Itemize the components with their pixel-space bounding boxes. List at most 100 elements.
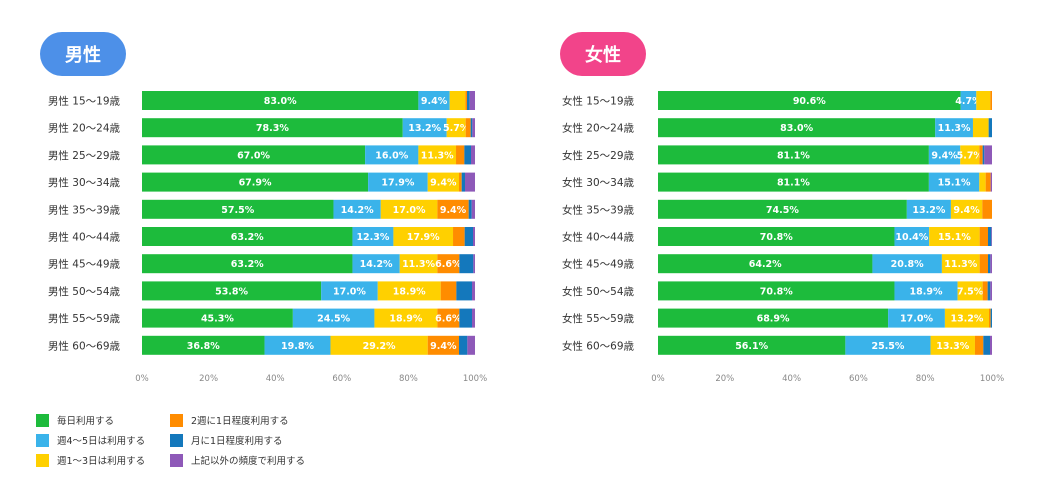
bar-segment xyxy=(368,172,428,192)
legend-swatch xyxy=(170,433,183,447)
x-tick-label: 40% xyxy=(782,374,801,384)
bar-segment xyxy=(459,172,462,192)
bar-segment xyxy=(658,118,936,138)
bar-segment xyxy=(988,118,992,138)
data-label: 63.2% xyxy=(231,259,264,270)
data-label: 20.8% xyxy=(891,259,924,270)
bar-segment xyxy=(459,254,474,274)
legend-label: 上記以外の頻度で利用する xyxy=(191,456,306,467)
data-label: 74.5% xyxy=(766,205,799,216)
data-label: 17.0% xyxy=(900,314,933,325)
bar-segment xyxy=(461,172,466,192)
data-label: 64.2% xyxy=(749,259,782,270)
bar-segment xyxy=(987,227,992,246)
bar-segment xyxy=(888,308,945,328)
category-label: 男性 25～29歳 xyxy=(48,149,121,162)
bar-segment xyxy=(352,254,400,274)
data-label: 5.7% xyxy=(443,123,470,134)
bar-segment xyxy=(985,172,991,192)
bar-segment xyxy=(929,227,980,246)
data-label: 81.1% xyxy=(777,150,810,161)
bar-segment xyxy=(142,91,419,110)
legend-label: 2週に1日程度利用する xyxy=(191,416,289,427)
bar-segment xyxy=(459,335,468,355)
bar-segment xyxy=(974,335,984,355)
data-label: 14.2% xyxy=(360,259,393,270)
data-label: 4.7% xyxy=(955,96,982,107)
bar-segment xyxy=(467,91,470,110)
bar-segment xyxy=(972,118,989,138)
bar-segment xyxy=(928,172,980,192)
data-label: 9.4% xyxy=(953,205,980,216)
x-tick-label: 60% xyxy=(849,374,868,384)
data-label: 25.5% xyxy=(871,341,904,352)
bar-segment xyxy=(982,281,988,301)
category-label: 男性 15～19歳 xyxy=(48,95,121,108)
legend-swatch xyxy=(36,433,49,447)
category-label: 男性 20～24歳 xyxy=(48,122,121,135)
bar-segment xyxy=(427,335,460,355)
data-label: 14.2% xyxy=(341,205,374,216)
category-label: 女性 25～29歳 xyxy=(562,149,635,162)
data-label: 83.0% xyxy=(780,123,813,134)
bar-segment xyxy=(979,227,988,246)
legend-swatch xyxy=(36,413,49,427)
category-label: 男性 30～34歳 xyxy=(48,176,121,189)
data-label: 6.6% xyxy=(435,314,462,325)
bar-segment xyxy=(976,91,991,110)
legend-swatch xyxy=(36,453,49,467)
bar-segment xyxy=(979,145,983,165)
data-label: 70.8% xyxy=(760,286,793,297)
category-label: 女性 35～39歳 xyxy=(562,203,635,216)
bar-segment xyxy=(374,308,438,328)
bar-segment xyxy=(950,199,983,219)
x-tick-label: 0% xyxy=(135,374,149,384)
bar-segment xyxy=(935,118,973,138)
data-label: 18.9% xyxy=(393,286,426,297)
bar-segment xyxy=(321,281,378,301)
bar-segment xyxy=(418,145,457,165)
bar-segment xyxy=(440,281,457,301)
legend-label: 毎日利用する xyxy=(57,416,115,427)
data-label: 53.8% xyxy=(215,286,248,297)
legend-label: 週1～3日は利用する xyxy=(57,456,146,467)
bar-segment xyxy=(352,227,394,246)
bar-segment xyxy=(658,281,895,301)
bar-segment xyxy=(467,335,475,355)
bar-segment xyxy=(402,118,447,138)
category-label: 女性 55～59歳 xyxy=(562,312,635,325)
bar-segment xyxy=(142,254,353,274)
data-label: 36.8% xyxy=(187,341,220,352)
bar-segment xyxy=(984,145,992,165)
bar-segment xyxy=(472,308,475,328)
bar-segment xyxy=(987,254,991,274)
data-label: 13.2% xyxy=(950,314,983,325)
bar-segment xyxy=(399,254,438,274)
legend-item-other: 上記以外の頻度で利用する xyxy=(170,453,305,467)
bar-segment xyxy=(472,281,475,301)
legend-item-1-3days: 週1～3日は利用する xyxy=(36,453,145,467)
bar-segment xyxy=(471,145,475,165)
bar-segment xyxy=(979,172,986,192)
bar-segment xyxy=(473,254,475,274)
bar-segment xyxy=(944,308,989,328)
legend-item-monthly: 月に1日程度利用する xyxy=(170,433,283,447)
bar-segment xyxy=(453,227,465,246)
x-tick-label: 20% xyxy=(715,374,734,384)
data-label: 29.2% xyxy=(363,341,396,352)
category-label: 男性 50～54歳 xyxy=(48,285,121,298)
data-label: 17.9% xyxy=(381,178,414,189)
data-label: 57.5% xyxy=(221,205,254,216)
x-tick-label: 40% xyxy=(266,374,285,384)
bar-segment xyxy=(437,199,469,219)
category-label: 男性 40～44歳 xyxy=(48,231,121,244)
female-title-badge: 女性 xyxy=(560,32,646,76)
bar-segment xyxy=(292,308,375,328)
bar-segment xyxy=(894,281,958,301)
x-tick-label: 100% xyxy=(463,374,487,384)
category-label: 女性 60～69歳 xyxy=(562,339,635,352)
data-label: 7.5% xyxy=(957,286,984,297)
bar-segment xyxy=(142,335,265,355)
bar-segment xyxy=(960,145,980,165)
